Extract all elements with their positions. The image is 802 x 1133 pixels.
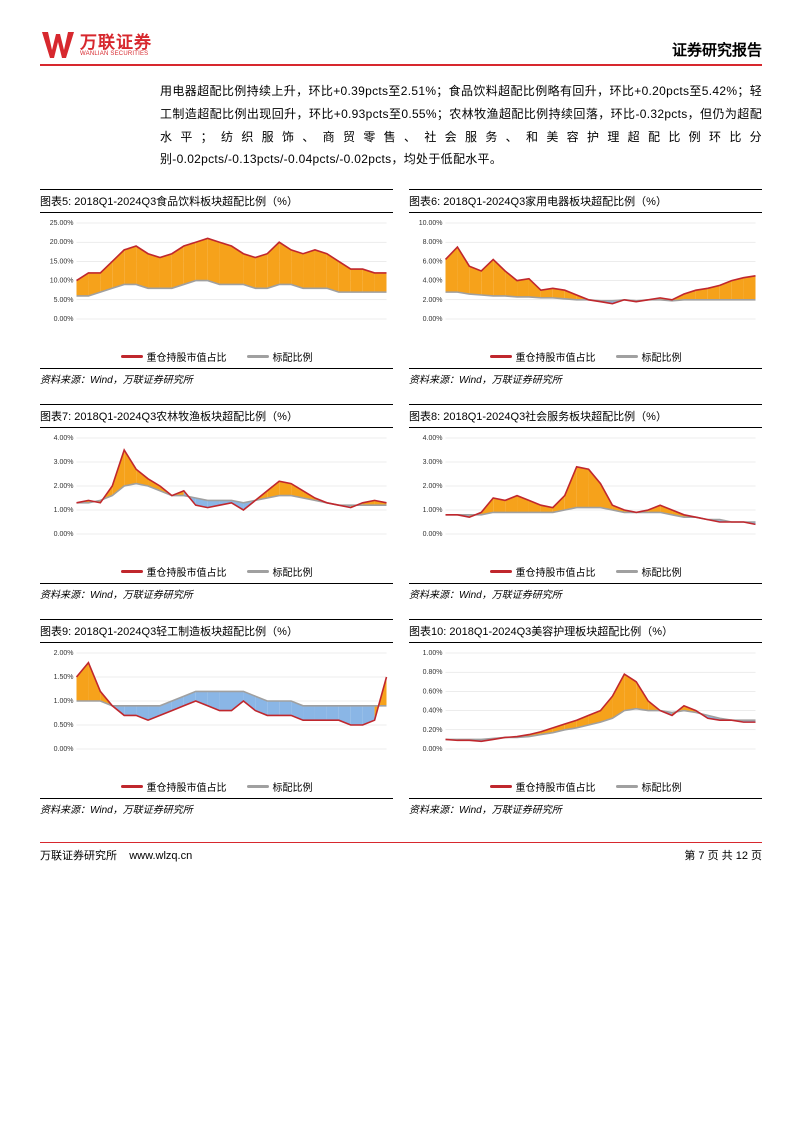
svg-text:15.00%: 15.00% xyxy=(50,259,74,266)
chart-title: 图表6: 2018Q1-2024Q3家用电器板块超配比例（%） xyxy=(409,189,762,213)
svg-text:8.00%: 8.00% xyxy=(423,239,443,246)
svg-text:2.00%: 2.00% xyxy=(54,650,74,657)
legend-heavy: 重仓持股市值占比 xyxy=(121,349,227,364)
legend-heavy: 重仓持股市值占比 xyxy=(490,564,596,579)
chart-c10: 图表10: 2018Q1-2024Q3美容护理板块超配比例（%） 0.00% 0.2… xyxy=(409,619,762,816)
svg-text:0.00%: 0.00% xyxy=(423,746,443,753)
svg-text:25.00%: 25.00% xyxy=(50,220,74,227)
svg-text:10.00%: 10.00% xyxy=(50,278,74,285)
svg-text:6.00%: 6.00% xyxy=(423,259,443,266)
svg-text:0.00%: 0.00% xyxy=(54,746,74,753)
chart-canvas: 0.00%1.00%2.00%3.00%4.00%2018Q12018Q2201… xyxy=(409,432,762,562)
legend-std: 标配比例 xyxy=(247,779,313,794)
footer-org: 万联证券研究所 xyxy=(40,850,117,862)
svg-text:0.60%: 0.60% xyxy=(423,689,443,696)
svg-text:2.00%: 2.00% xyxy=(54,483,74,490)
charts-grid: 图表5: 2018Q1-2024Q3食品饮料板块超配比例（%） 0.00% 5.00… xyxy=(40,189,762,834)
page-header: 万联证券 WANLIAN SECURITIES 证券研究报告 xyxy=(40,30,762,66)
svg-text:20.00%: 20.00% xyxy=(50,239,74,246)
chart-canvas: 0.00%0.50%1.00%1.50%2.00%2018Q12018Q2201… xyxy=(40,647,393,777)
page-footer: 万联证券研究所 www.wlzq.cn 第 7 页 共 12 页 xyxy=(40,842,762,863)
legend-heavy: 重仓持股市值占比 xyxy=(490,349,596,364)
logo-en: WANLIAN SECURITIES xyxy=(80,51,152,57)
chart-c9: 图表9: 2018Q1-2024Q3轻工制造板块超配比例（%） 0.00% 0.50… xyxy=(40,619,393,816)
svg-text:4.00%: 4.00% xyxy=(54,435,74,442)
svg-text:1.00%: 1.00% xyxy=(54,507,74,514)
logo-cn: 万联证券 xyxy=(80,34,152,51)
chart-legend: 重仓持股市值占比 标配比例 xyxy=(40,562,393,583)
chart-title: 图表10: 2018Q1-2024Q3美容护理板块超配比例（%） xyxy=(409,619,762,643)
legend-heavy: 重仓持股市值占比 xyxy=(121,779,227,794)
logo-mark xyxy=(40,30,76,60)
chart-source: 资料来源：Wind，万联证券研究所 xyxy=(409,368,762,386)
chart-canvas: 0.00%5.00%10.00%15.00%20.00%25.00%2018Q1… xyxy=(40,217,393,347)
chart-source: 资料来源：Wind，万联证券研究所 xyxy=(409,583,762,601)
chart-c6: 图表6: 2018Q1-2024Q3家用电器板块超配比例（%） 0.00% 2.00… xyxy=(409,189,762,386)
svg-text:0.00%: 0.00% xyxy=(54,531,74,538)
chart-title: 图表5: 2018Q1-2024Q3食品饮料板块超配比例（%） xyxy=(40,189,393,213)
legend-std: 标配比例 xyxy=(247,349,313,364)
report-type: 证券研究报告 xyxy=(672,39,762,60)
chart-legend: 重仓持股市值占比 标配比例 xyxy=(40,347,393,368)
svg-text:3.00%: 3.00% xyxy=(423,459,443,466)
svg-text:0.80%: 0.80% xyxy=(423,669,443,676)
svg-text:2.00%: 2.00% xyxy=(423,483,443,490)
svg-text:1.00%: 1.00% xyxy=(54,698,74,705)
chart-c7: 图表7: 2018Q1-2024Q3农林牧渔板块超配比例（%） 0.00% 1.00… xyxy=(40,404,393,601)
chart-legend: 重仓持股市值占比 标配比例 xyxy=(409,777,762,798)
chart-legend: 重仓持股市值占比 标配比例 xyxy=(409,562,762,583)
footer-left: 万联证券研究所 www.wlzq.cn xyxy=(40,847,192,863)
legend-heavy: 重仓持股市值占比 xyxy=(121,564,227,579)
chart-canvas: 0.00%1.00%2.00%3.00%4.00%2018Q12018Q2201… xyxy=(40,432,393,562)
svg-text:4.00%: 4.00% xyxy=(423,278,443,285)
logo-text: 万联证券 WANLIAN SECURITIES xyxy=(80,34,152,57)
svg-text:2.00%: 2.00% xyxy=(423,297,443,304)
body-paragraph: 用电器超配比例持续上升，环比+0.39pcts至2.51%；食品饮料超配比例略有… xyxy=(160,80,762,171)
svg-text:0.00%: 0.00% xyxy=(423,316,443,323)
chart-title: 图表9: 2018Q1-2024Q3轻工制造板块超配比例（%） xyxy=(40,619,393,643)
svg-text:4.00%: 4.00% xyxy=(423,435,443,442)
svg-text:0.50%: 0.50% xyxy=(54,722,74,729)
svg-text:1.00%: 1.00% xyxy=(423,507,443,514)
legend-heavy: 重仓持股市值占比 xyxy=(490,779,596,794)
svg-text:1.00%: 1.00% xyxy=(423,650,443,657)
chart-canvas: 0.00%0.20%0.40%0.60%0.80%1.00%2018Q12018… xyxy=(409,647,762,777)
chart-source: 资料来源：Wind，万联证券研究所 xyxy=(40,368,393,386)
svg-text:10.00%: 10.00% xyxy=(419,220,443,227)
legend-std: 标配比例 xyxy=(616,564,682,579)
svg-text:5.00%: 5.00% xyxy=(54,297,74,304)
svg-text:0.00%: 0.00% xyxy=(423,531,443,538)
chart-title: 图表8: 2018Q1-2024Q3社会服务板块超配比例（%） xyxy=(409,404,762,428)
chart-legend: 重仓持股市值占比 标配比例 xyxy=(40,777,393,798)
footer-page: 第 7 页 共 12 页 xyxy=(684,847,762,863)
svg-text:3.00%: 3.00% xyxy=(54,459,74,466)
chart-legend: 重仓持股市值占比 标配比例 xyxy=(409,347,762,368)
chart-title: 图表7: 2018Q1-2024Q3农林牧渔板块超配比例（%） xyxy=(40,404,393,428)
svg-text:0.40%: 0.40% xyxy=(423,708,443,715)
chart-source: 资料来源：Wind，万联证券研究所 xyxy=(40,583,393,601)
chart-source: 资料来源：Wind，万联证券研究所 xyxy=(40,798,393,816)
svg-text:1.50%: 1.50% xyxy=(54,674,74,681)
legend-std: 标配比例 xyxy=(616,779,682,794)
logo: 万联证券 WANLIAN SECURITIES xyxy=(40,30,152,60)
legend-std: 标配比例 xyxy=(247,564,313,579)
chart-c5: 图表5: 2018Q1-2024Q3食品饮料板块超配比例（%） 0.00% 5.00… xyxy=(40,189,393,386)
chart-c8: 图表8: 2018Q1-2024Q3社会服务板块超配比例（%） 0.00% 1.00… xyxy=(409,404,762,601)
legend-std: 标配比例 xyxy=(616,349,682,364)
svg-text:0.20%: 0.20% xyxy=(423,727,443,734)
chart-source: 资料来源：Wind，万联证券研究所 xyxy=(409,798,762,816)
svg-text:0.00%: 0.00% xyxy=(54,316,74,323)
chart-canvas: 0.00%2.00%4.00%6.00%8.00%10.00%2018Q1201… xyxy=(409,217,762,347)
footer-url: www.wlzq.cn xyxy=(129,850,192,862)
